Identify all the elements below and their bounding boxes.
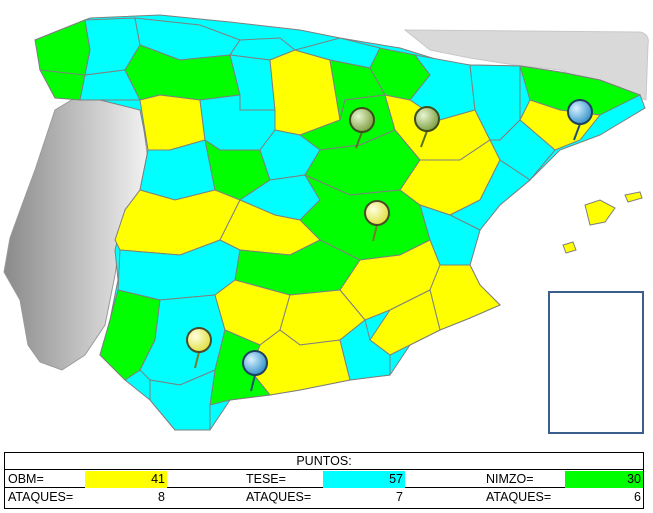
balearic-menorca xyxy=(624,191,643,203)
region-malaga xyxy=(209,329,271,406)
region-almeria xyxy=(339,319,391,381)
region-zamora xyxy=(139,94,206,151)
region-cadiz xyxy=(149,369,216,431)
canary-islands-box xyxy=(548,291,644,434)
spain-map xyxy=(3,14,649,434)
region-ourense xyxy=(79,69,141,101)
nimzo-points: 30 xyxy=(565,471,643,488)
pin-barcelona[interactable] xyxy=(567,99,593,141)
pin-madrid[interactable] xyxy=(364,200,390,242)
region-alicante xyxy=(429,264,501,331)
pin-sevilla[interactable] xyxy=(186,327,212,369)
tese-points: 57 xyxy=(323,471,405,488)
balearic-ibiza xyxy=(562,241,577,254)
region-burgos xyxy=(269,49,341,136)
nimzo-label: NIMZO= xyxy=(486,472,534,486)
pin-zaragoza[interactable] xyxy=(414,106,440,148)
legend-title: PUNTOS: xyxy=(5,453,643,470)
nimzo-attacks-label: ATAQUES= xyxy=(486,490,552,504)
obm-attacks: 8 xyxy=(158,490,165,504)
obm-attacks-label: ATAQUES= xyxy=(8,490,74,504)
tese-attacks-label: ATAQUES= xyxy=(246,490,312,504)
nimzo-attacks: 6 xyxy=(634,490,641,504)
france-region xyxy=(403,29,649,101)
obm-points: 41 xyxy=(85,471,167,488)
points-legend-panel: PUNTOS: OBM= 41 ATAQUES= 8 TESE= 57 ATAQ… xyxy=(4,452,644,509)
balearic-mallorca xyxy=(584,199,616,226)
tese-label: TESE= xyxy=(246,472,286,486)
pin-malaga[interactable] xyxy=(242,350,268,392)
tese-attacks: 7 xyxy=(396,490,403,504)
region-pontevedra xyxy=(39,69,86,101)
pin-burgos[interactable] xyxy=(349,107,375,149)
obm-label: OBM= xyxy=(8,472,44,486)
